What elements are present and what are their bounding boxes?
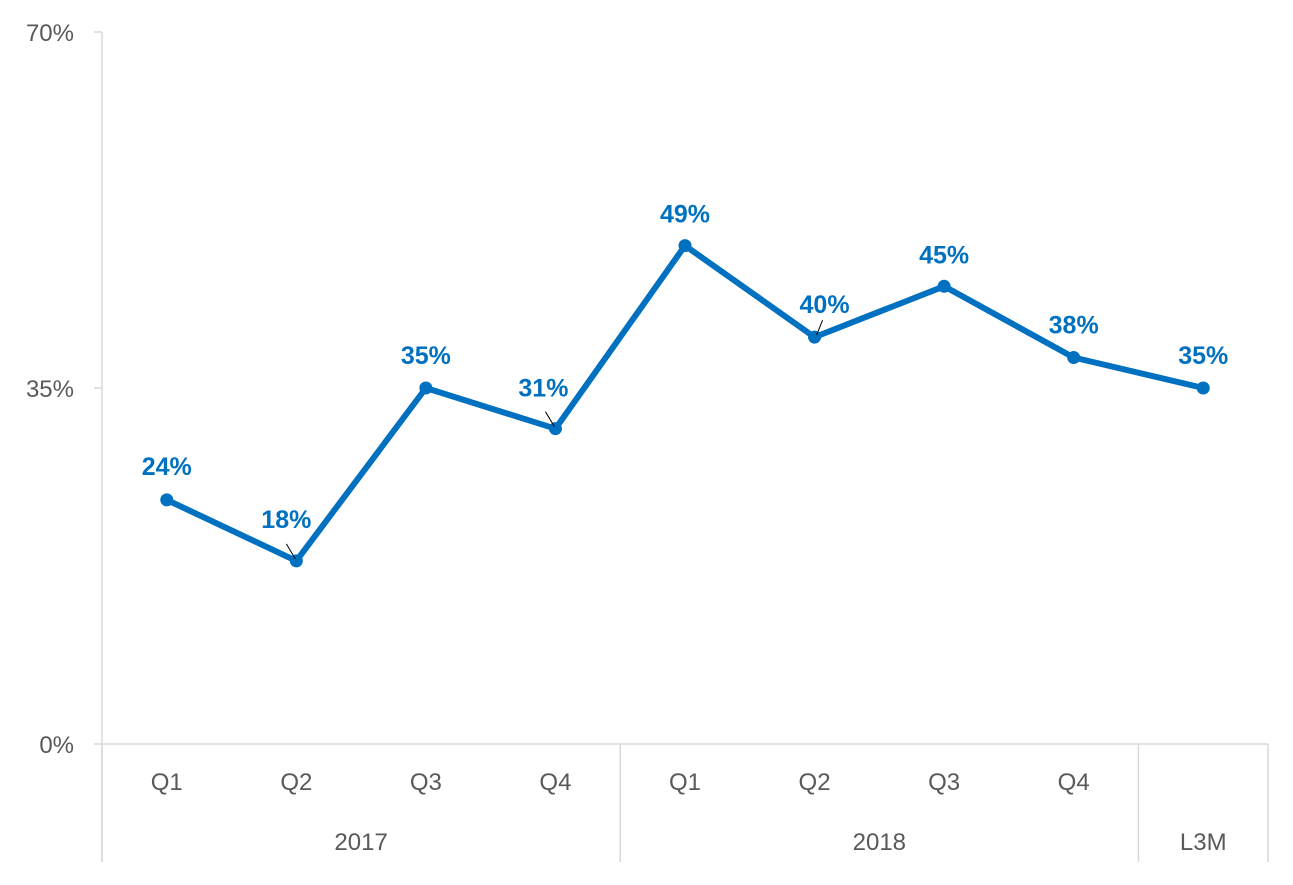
- data-label: 35%: [1178, 342, 1228, 370]
- x-group-label: 2017: [334, 829, 387, 856]
- data-label: 35%: [401, 342, 451, 370]
- series-line: [163, 242, 1207, 564]
- data-point: [160, 493, 174, 507]
- x-category-label: Q2: [280, 769, 312, 796]
- data-point: [808, 330, 822, 344]
- y-tick-label: 70%: [26, 20, 74, 47]
- data-label-leader: [285, 543, 296, 560]
- data-label-leader: [816, 319, 824, 336]
- data-point: [289, 554, 303, 568]
- data-label: 24%: [142, 453, 192, 481]
- data-label: 31%: [518, 375, 568, 403]
- x-category-label: Q4: [1058, 769, 1090, 796]
- data-label: 49%: [660, 201, 710, 229]
- x-group-label: 2018: [853, 829, 906, 856]
- y-tick-label: 35%: [26, 376, 74, 403]
- x-category-label: Q4: [539, 769, 571, 796]
- x-category-label: Q1: [669, 769, 701, 796]
- data-label: 18%: [261, 506, 311, 534]
- chart-marks: 24% 18% 35% 31% 49% 40% 45% 38% 35%: [142, 201, 1228, 568]
- data-point: [548, 422, 562, 436]
- x-category-label: Q2: [799, 769, 831, 796]
- x-category-label: Q3: [928, 769, 960, 796]
- data-label: 38%: [1049, 311, 1099, 339]
- data-label: 45%: [919, 241, 969, 269]
- data-point: [1196, 381, 1210, 395]
- x-category-label: Q1: [151, 769, 183, 796]
- data-label: 40%: [800, 291, 850, 319]
- x-category-label: Q3: [410, 769, 442, 796]
- data-point: [937, 279, 951, 293]
- data-point: [1067, 350, 1081, 364]
- chart-axes: 0% 35% 70% Q1 Q2 Q3 Q4 Q1 Q2 Q3 Q4 2017 2018 L3M: [26, 20, 1269, 862]
- x-group-label: L3M: [1180, 829, 1227, 856]
- data-point: [678, 239, 692, 253]
- data-label-leader: [545, 411, 555, 427]
- y-tick-label: 0%: [39, 732, 74, 759]
- data-point: [419, 381, 433, 395]
